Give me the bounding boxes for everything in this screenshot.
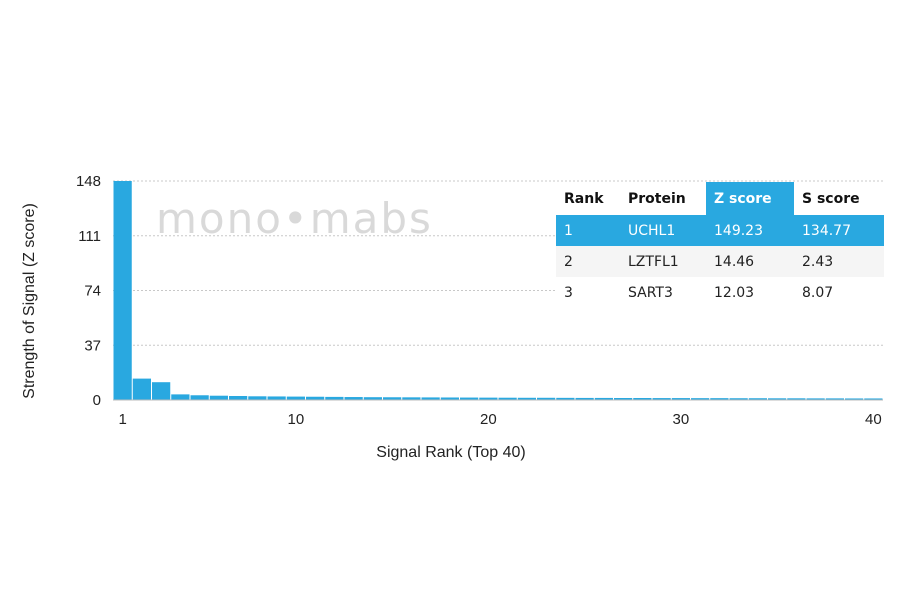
table-row: 3 SART3 12.03 8.07 (556, 277, 884, 308)
bar (113, 181, 132, 400)
top-proteins-table: Rank Protein Z score S score 1 UCHL1 149… (556, 182, 884, 308)
x-axis-label: Signal Rank (Top 40) (376, 444, 525, 461)
cell-z-score: 149.23 (706, 215, 794, 246)
bar (594, 397, 613, 400)
bar (267, 396, 286, 400)
x-tick-labels: 1 10 20 30 40 (118, 411, 881, 428)
cell-z-score: 14.46 (706, 246, 794, 277)
cell-protein: LZTFL1 (620, 246, 706, 277)
x-tick-label: 30 (673, 411, 690, 428)
bar (787, 398, 806, 400)
bar (575, 397, 594, 400)
table-header-row: Rank Protein Z score S score (556, 182, 884, 215)
cell-protein: UCHL1 (620, 215, 706, 246)
bar (556, 397, 575, 400)
bar (479, 397, 498, 400)
cell-rank: 3 (556, 277, 620, 308)
bars (113, 181, 883, 400)
bar (864, 398, 883, 400)
table-row: 2 LZTFL1 14.46 2.43 (556, 246, 884, 277)
y-tick-label: 37 (84, 337, 101, 354)
cell-protein: SART3 (620, 277, 706, 308)
bar (325, 396, 344, 400)
bar (383, 397, 402, 400)
header-s-score: S score (794, 182, 884, 215)
table-row: 1 UCHL1 149.23 134.77 (556, 215, 884, 246)
bar (421, 397, 440, 400)
bar (248, 396, 267, 400)
bar (671, 398, 690, 400)
x-tick-label: 40 (865, 411, 882, 428)
bar (614, 398, 633, 400)
bar (190, 395, 209, 400)
x-tick-label: 10 (288, 411, 305, 428)
y-tick-label: 148 (76, 173, 101, 190)
header-protein: Protein (620, 182, 706, 215)
bar (306, 396, 325, 400)
cell-s-score: 134.77 (794, 215, 884, 246)
bar (633, 398, 652, 400)
cell-s-score: 8.07 (794, 277, 884, 308)
x-tick-label: 20 (480, 411, 497, 428)
bar (286, 396, 305, 400)
bar (825, 398, 844, 400)
bar (440, 397, 459, 400)
y-tick-label: 74 (84, 283, 101, 300)
bar (229, 396, 248, 400)
bar (768, 398, 787, 400)
x-tick-label: 1 (118, 411, 126, 428)
bar (729, 398, 748, 400)
header-rank: Rank (556, 182, 620, 215)
bar (152, 382, 171, 400)
bar (691, 398, 710, 400)
cell-rank: 2 (556, 246, 620, 277)
cell-z-score: 12.03 (706, 277, 794, 308)
bar (710, 398, 729, 400)
bar (344, 397, 363, 400)
cell-rank: 1 (556, 215, 620, 246)
bar (806, 398, 825, 400)
bar (132, 378, 151, 400)
bar (363, 397, 382, 400)
watermark-logo: mono•mabs (156, 194, 433, 243)
y-tick-label: 111 (78, 228, 101, 245)
bar (171, 394, 190, 400)
bar (402, 397, 421, 400)
bar (209, 395, 228, 400)
bar (748, 398, 767, 400)
y-tick-label: 0 (93, 392, 101, 409)
y-tick-labels: 0 37 74 111 148 (76, 173, 101, 409)
header-z-score: Z score (706, 182, 794, 215)
bar (845, 398, 864, 400)
y-axis-label: Strength of Signal (Z score) (21, 203, 38, 399)
bar (652, 398, 671, 400)
bar (537, 397, 556, 400)
bar (498, 397, 517, 400)
cell-s-score: 2.43 (794, 246, 884, 277)
bar (460, 397, 479, 400)
bar (517, 397, 536, 400)
